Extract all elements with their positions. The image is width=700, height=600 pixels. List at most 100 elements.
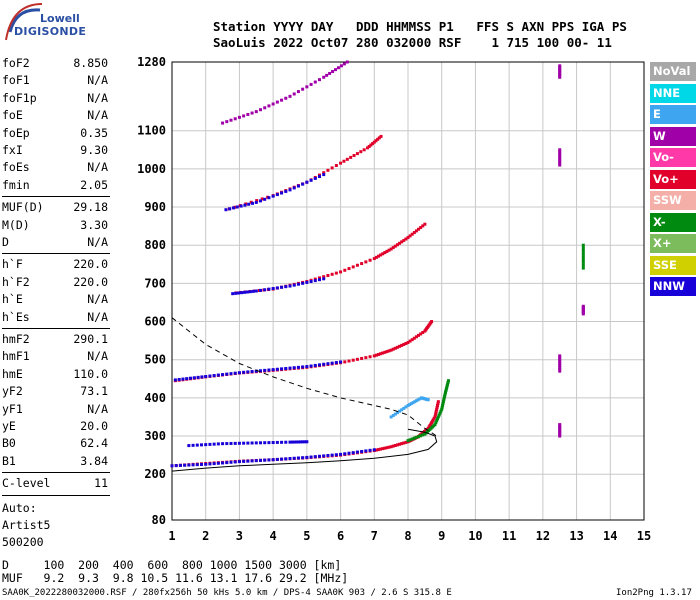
echo-point	[393, 244, 397, 248]
echo-point	[322, 277, 326, 281]
echo-point	[393, 346, 397, 350]
echo-point	[364, 449, 368, 453]
echo-point	[414, 399, 418, 403]
echo-point	[263, 458, 267, 462]
echo-point	[322, 171, 326, 175]
echo-point	[225, 372, 229, 376]
echo-point	[558, 354, 562, 358]
echo-point	[254, 441, 258, 445]
param-name: M(D)	[2, 217, 30, 232]
echo-point	[331, 70, 335, 74]
echo-point	[301, 281, 305, 285]
echo-point	[391, 347, 395, 351]
echo-point	[379, 447, 383, 451]
echo-point	[558, 362, 562, 366]
param-value: 220.0	[73, 274, 108, 289]
param-value: N/A	[87, 235, 108, 249]
echo-point	[372, 354, 376, 358]
echo-point	[355, 450, 359, 454]
param-name: hmF1	[2, 349, 30, 364]
echo-point	[303, 440, 307, 444]
echo-point	[326, 362, 330, 366]
echo-point	[250, 111, 254, 115]
param-name: yF2	[2, 384, 23, 399]
echo-point	[255, 199, 259, 203]
echo-point	[385, 446, 389, 450]
echo-point	[581, 249, 585, 253]
echo-point	[558, 64, 562, 68]
echo-point	[379, 134, 383, 138]
echo-point	[299, 440, 303, 444]
echo-point	[381, 447, 385, 451]
echo-point	[383, 350, 387, 354]
echo-point	[296, 440, 300, 444]
echo-point	[250, 201, 254, 205]
echo-point	[383, 446, 387, 450]
echo-point	[254, 459, 258, 463]
echo-point	[330, 166, 334, 170]
echo-point	[400, 408, 404, 412]
echo-point	[558, 356, 562, 360]
echo-point	[360, 262, 364, 266]
echo-point	[231, 292, 235, 296]
echo-point	[414, 335, 418, 339]
echo-point	[374, 448, 378, 452]
echo-point	[284, 457, 288, 461]
param-value: N/A	[87, 108, 108, 123]
param-row: MUF(D) 29.18	[2, 200, 108, 216]
y-tick-label: 300	[144, 429, 166, 443]
echo-point	[280, 440, 284, 444]
echo-point	[417, 333, 421, 337]
footer-distance-line: D 100 200 400 600 800 1000 1500 3000 [km…	[2, 558, 342, 572]
echo-point	[402, 342, 406, 346]
legend-item: NNW	[650, 277, 696, 296]
echo-point	[233, 441, 237, 445]
echo-point	[290, 440, 294, 444]
echo-point	[216, 442, 220, 446]
echo-point	[225, 442, 229, 446]
echo-point	[275, 100, 279, 104]
digisonde-logo: Lowell DIGISONDE	[2, 2, 112, 48]
echo-point	[355, 357, 359, 361]
echo-point	[406, 236, 410, 240]
echo-point	[410, 232, 414, 236]
echo-point	[275, 457, 279, 461]
x-tick-label: 6	[337, 529, 344, 543]
echo-point	[387, 248, 391, 252]
echo-point	[433, 415, 437, 419]
echo-point	[260, 197, 264, 201]
echo-point	[406, 439, 410, 443]
echo-point	[313, 80, 317, 84]
echo-point	[237, 441, 241, 445]
echo-point	[275, 193, 279, 197]
echo-point	[343, 360, 347, 364]
echo-point	[322, 454, 326, 458]
echo-point	[330, 272, 334, 276]
echo-point	[406, 404, 410, 407]
echo-point	[377, 136, 381, 140]
echo-point	[558, 161, 562, 165]
echo-point	[411, 401, 415, 405]
param-row: hmF1 N/A	[2, 349, 108, 365]
legend-item: W	[650, 126, 696, 146]
echo-point	[558, 363, 562, 367]
x-tick-label: 12	[536, 529, 550, 543]
echo-point	[558, 358, 562, 362]
echo-point	[381, 252, 385, 256]
echo-point	[212, 374, 216, 378]
y-tick-label: 400	[144, 391, 166, 405]
echo-point	[325, 73, 329, 77]
echo-point	[334, 68, 338, 72]
legend-item: NoVal	[650, 62, 696, 81]
echo-point	[389, 415, 393, 419]
param-name: fxI	[2, 143, 23, 157]
echo-point	[347, 451, 351, 455]
echo-point	[233, 460, 237, 464]
param-value: 3.30	[80, 217, 108, 232]
param-value: 11	[94, 476, 108, 491]
param-separator	[2, 494, 110, 496]
echo-point	[228, 207, 232, 211]
echo-point	[305, 455, 309, 459]
echo-point	[410, 338, 414, 342]
